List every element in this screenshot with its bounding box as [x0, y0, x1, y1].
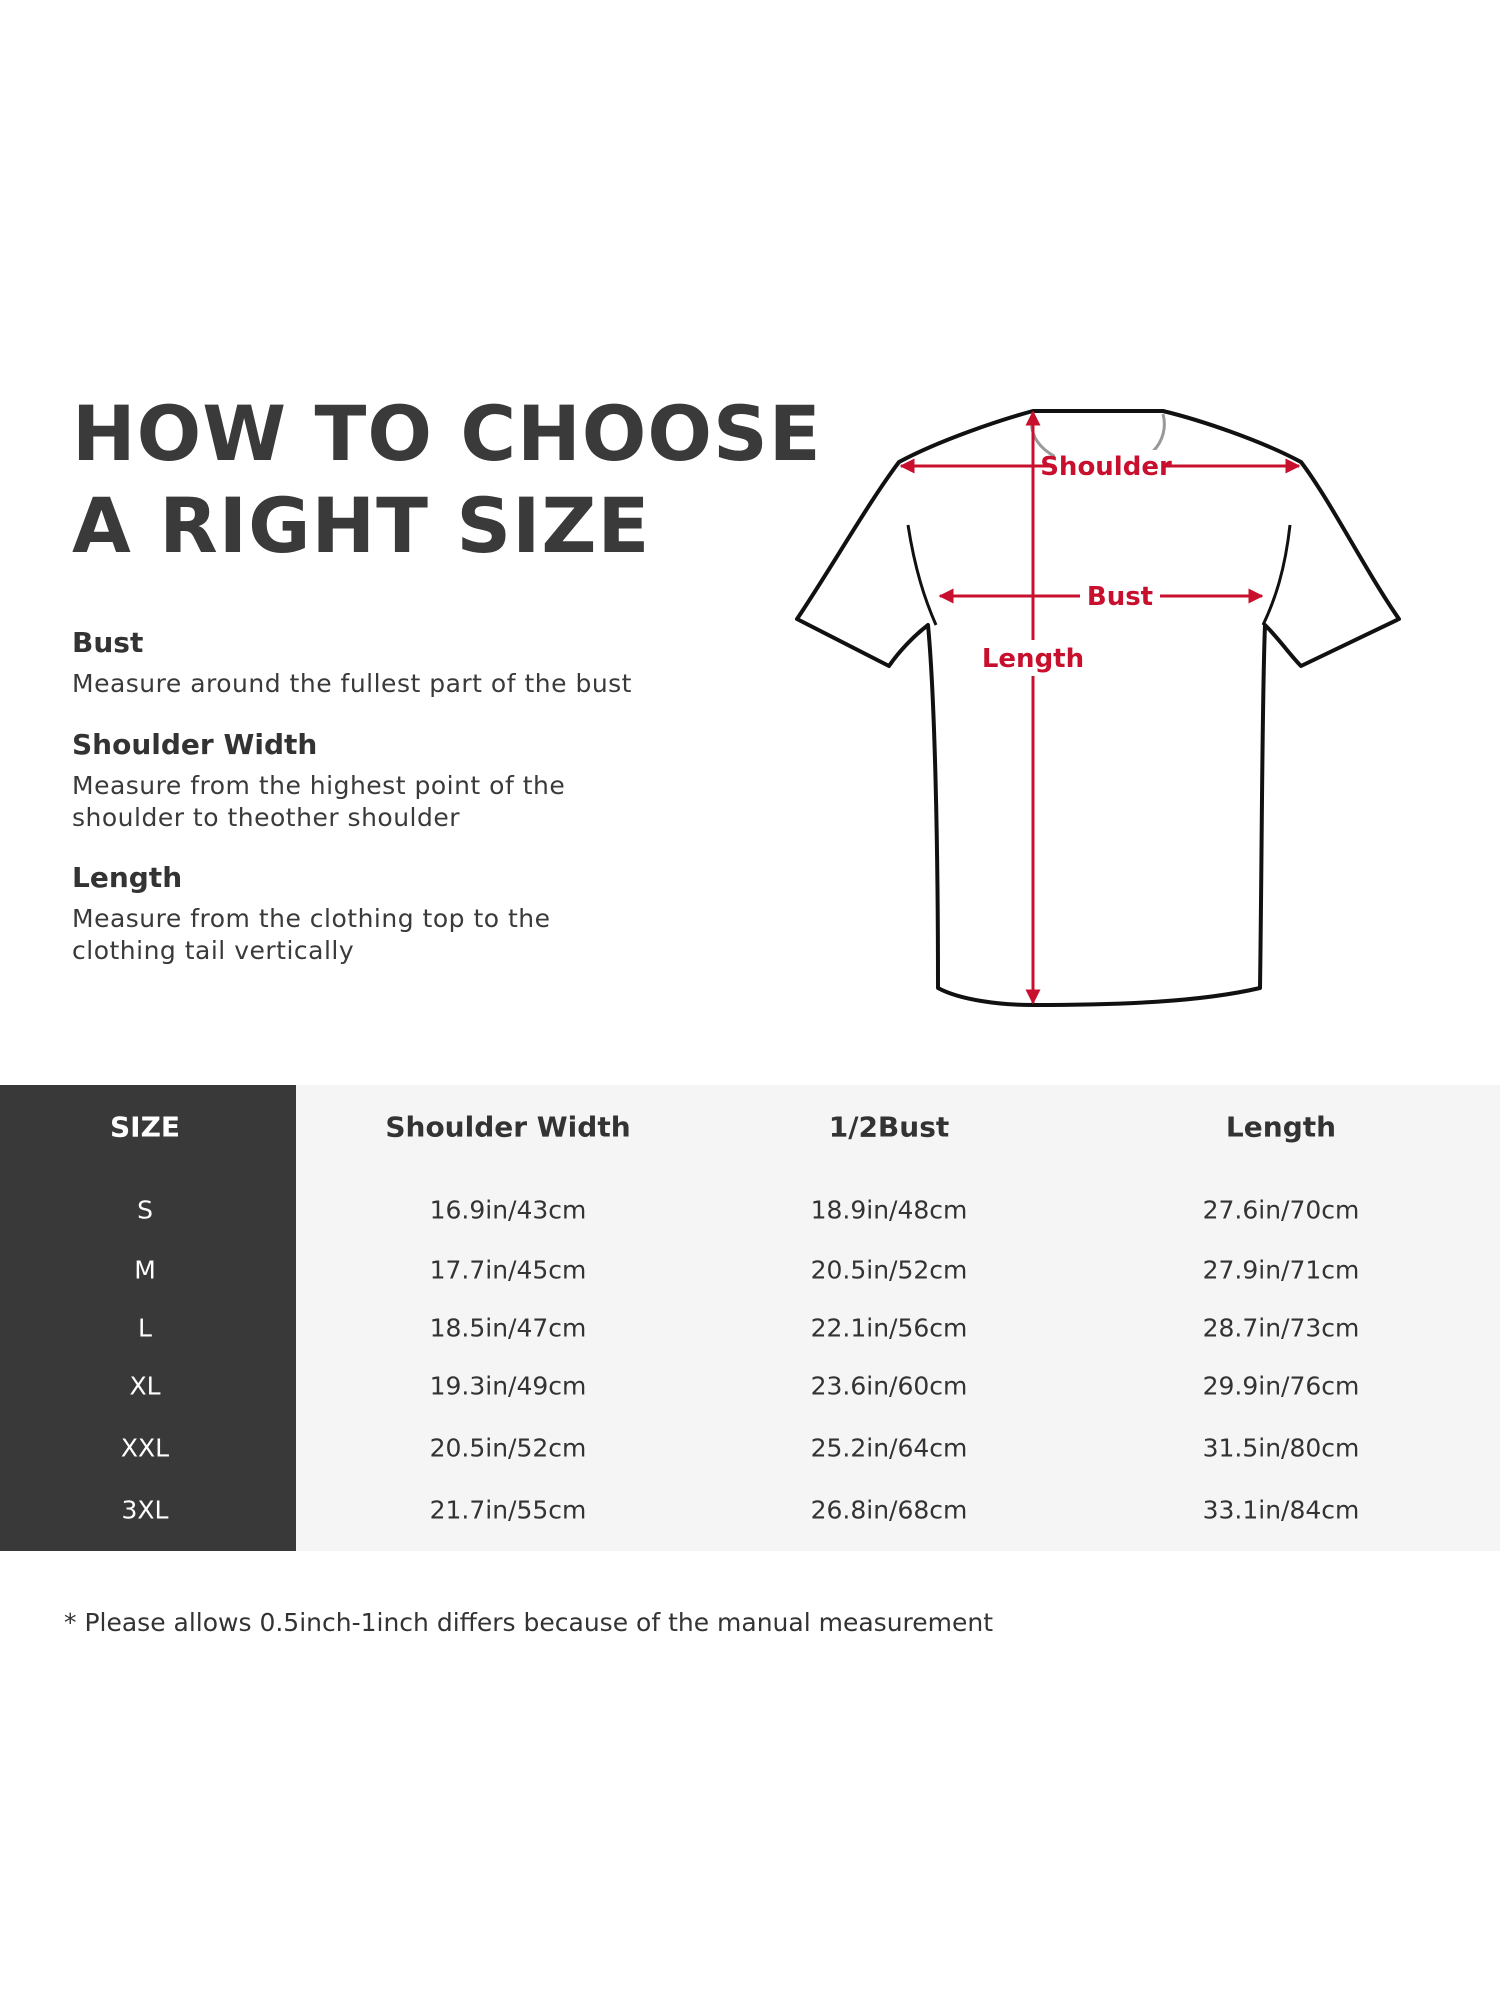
column-header: Shoulder Width — [385, 1110, 631, 1144]
length-desc: Measure from the clothing top to the clot… — [72, 903, 672, 967]
table-cell: 20.5in/52cm — [429, 1433, 587, 1463]
length-desc-line: Measure from the clothing top to the — [72, 904, 551, 933]
column-header: SIZE — [109, 1110, 181, 1144]
size-cell: L — [138, 1313, 152, 1343]
bust-diagram-label: Bust — [1087, 582, 1153, 612]
table-cell: 27.6in/70cm — [1202, 1195, 1360, 1225]
table-cell: 18.9in/48cm — [810, 1195, 968, 1225]
table-cell: 22.1in/56cm — [810, 1313, 968, 1343]
size-cell: M — [134, 1255, 156, 1285]
shoulder-label: Shoulder Width — [72, 728, 318, 761]
size-cell: 3XL — [121, 1495, 169, 1525]
bust-label: Bust — [72, 626, 144, 659]
length-desc-line: clothing tail vertically — [72, 936, 355, 965]
table-cell: 17.7in/45cm — [429, 1255, 587, 1285]
table-cell: 26.8in/68cm — [810, 1495, 968, 1525]
table-cell: 19.3in/49cm — [429, 1371, 587, 1401]
size-column-bg — [0, 1085, 296, 1551]
size-cell: XXL — [120, 1433, 170, 1463]
size-table: SIZE Shoulder Width 1/2Bust Length S 16.9in/4… — [0, 1085, 1500, 1551]
table-cell: 25.2in/64cm — [810, 1433, 968, 1463]
tshirt-outline — [795, 409, 1401, 1007]
table-cell: 28.7in/73cm — [1202, 1313, 1360, 1343]
page-title: HOW TO CHOOSE A RIGHT SIZE — [72, 388, 822, 572]
shoulder-diagram-label: Shoulder — [1040, 452, 1172, 482]
table-cell: 33.1in/84cm — [1202, 1495, 1360, 1525]
column-header: 1/2Bust — [828, 1110, 950, 1144]
shoulder-desc-line: shoulder to theother shoulder — [72, 803, 461, 832]
size-cell: S — [137, 1195, 153, 1225]
bust-desc-line: Measure around the fullest part of the b… — [72, 669, 632, 698]
table-cell: 31.5in/80cm — [1202, 1433, 1360, 1463]
table-cell: 18.5in/47cm — [429, 1313, 587, 1343]
measurement-note: * Please allows 0.5inch-1inch differs be… — [64, 1608, 994, 1637]
tshirt-diagram: Shoulder Bust Length — [795, 409, 1401, 1007]
table-cell: 20.5in/52cm — [810, 1255, 968, 1285]
length-diagram-label: Length — [982, 644, 1084, 674]
column-header: Length — [1225, 1110, 1337, 1144]
title-line-2: A RIGHT SIZE — [72, 481, 651, 570]
bust-desc: Measure around the fullest part of the b… — [72, 668, 672, 700]
table-cell: 27.9in/71cm — [1202, 1255, 1360, 1285]
size-cell: XL — [129, 1371, 161, 1401]
shoulder-desc-line: Measure from the highest point of the — [72, 771, 566, 800]
title-line-1: HOW TO CHOOSE — [72, 389, 822, 478]
table-cell: 29.9in/76cm — [1202, 1371, 1360, 1401]
table-cell: 16.9in/43cm — [429, 1195, 587, 1225]
shoulder-desc: Measure from the highest point of the sho… — [72, 770, 672, 834]
table-cell: 23.6in/60cm — [810, 1371, 968, 1401]
table-cell: 21.7in/55cm — [429, 1495, 587, 1525]
length-label: Length — [72, 861, 183, 894]
